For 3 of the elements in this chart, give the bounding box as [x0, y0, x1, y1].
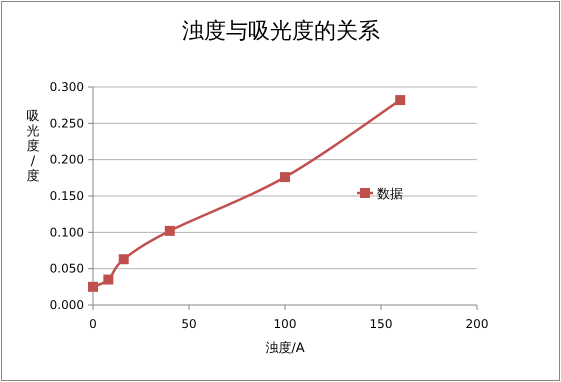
ylabel: 吸光度/度 — [26, 109, 40, 184]
title: 浊度与吸光度的关系 — [182, 19, 380, 44]
xlabel: 浊度/A — [265, 341, 305, 356]
